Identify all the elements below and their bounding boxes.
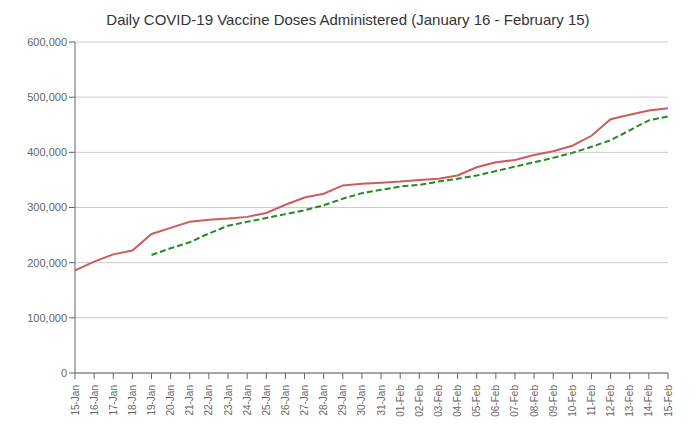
svg-text:29-Jan: 29-Jan <box>337 385 348 416</box>
html-text:Daily COVID-19 Vaccine Doses A: Daily COVID-19 Vaccine Doses Administere… <box>106 11 590 28</box>
svg-text:05-Feb: 05-Feb <box>471 385 482 417</box>
svg-text:11-Feb: 11-Feb <box>586 385 597 416</box>
svg-text:12-Feb: 12-Feb <box>605 385 616 417</box>
svg-text:200,000: 200,000 <box>27 257 67 269</box>
svg-text:01-Feb: 01-Feb <box>395 385 406 417</box>
svg-text:08-Feb: 08-Feb <box>529 385 540 417</box>
svg-text:600,000: 600,000 <box>27 36 67 48</box>
svg-text:31-Jan: 31-Jan <box>376 385 387 416</box>
svg-text:10-Feb: 10-Feb <box>567 385 578 417</box>
svg-text:23-Jan: 23-Jan <box>223 385 234 416</box>
svg-text:300,000: 300,000 <box>27 201 67 213</box>
svg-text:400,000: 400,000 <box>27 146 67 158</box>
svg-text:500,000: 500,000 <box>27 91 67 103</box>
svg-text:02-Feb: 02-Feb <box>414 385 425 417</box>
svg-text:15-Feb: 15-Feb <box>663 385 674 417</box>
svg-text:03-Feb: 03-Feb <box>433 385 444 417</box>
svg-text:14-Feb: 14-Feb <box>643 385 654 417</box>
svg-text:16-Jan: 16-Jan <box>89 385 100 416</box>
svg-text:17-Jan: 17-Jan <box>108 385 119 416</box>
svg-text:22-Jan: 22-Jan <box>203 385 214 416</box>
svg-text:0: 0 <box>61 367 67 379</box>
svg-text:21-Jan: 21-Jan <box>184 385 195 416</box>
svg-text:100,000: 100,000 <box>27 312 67 324</box>
svg-text:09-Feb: 09-Feb <box>548 385 559 417</box>
svg-text:15-Jan: 15-Jan <box>70 385 81 416</box>
svg-text:27-Jan: 27-Jan <box>299 385 310 416</box>
svg-text:06-Feb: 06-Feb <box>490 385 501 417</box>
svg-text:04-Feb: 04-Feb <box>452 385 463 417</box>
svg-text:07-Feb: 07-Feb <box>509 385 520 417</box>
svg-text:19-Jan: 19-Jan <box>146 385 157 416</box>
svg-text:20-Jan: 20-Jan <box>165 385 176 416</box>
svg-text:24-Jan: 24-Jan <box>242 385 253 416</box>
svg-text:13-Feb: 13-Feb <box>624 385 635 417</box>
svg-text:18-Jan: 18-Jan <box>127 385 138 416</box>
svg-text:26-Jan: 26-Jan <box>280 385 291 416</box>
svg-text:28-Jan: 28-Jan <box>318 385 329 416</box>
svg-text:25-Jan: 25-Jan <box>261 385 272 416</box>
svg-text:30-Jan: 30-Jan <box>356 385 367 416</box>
